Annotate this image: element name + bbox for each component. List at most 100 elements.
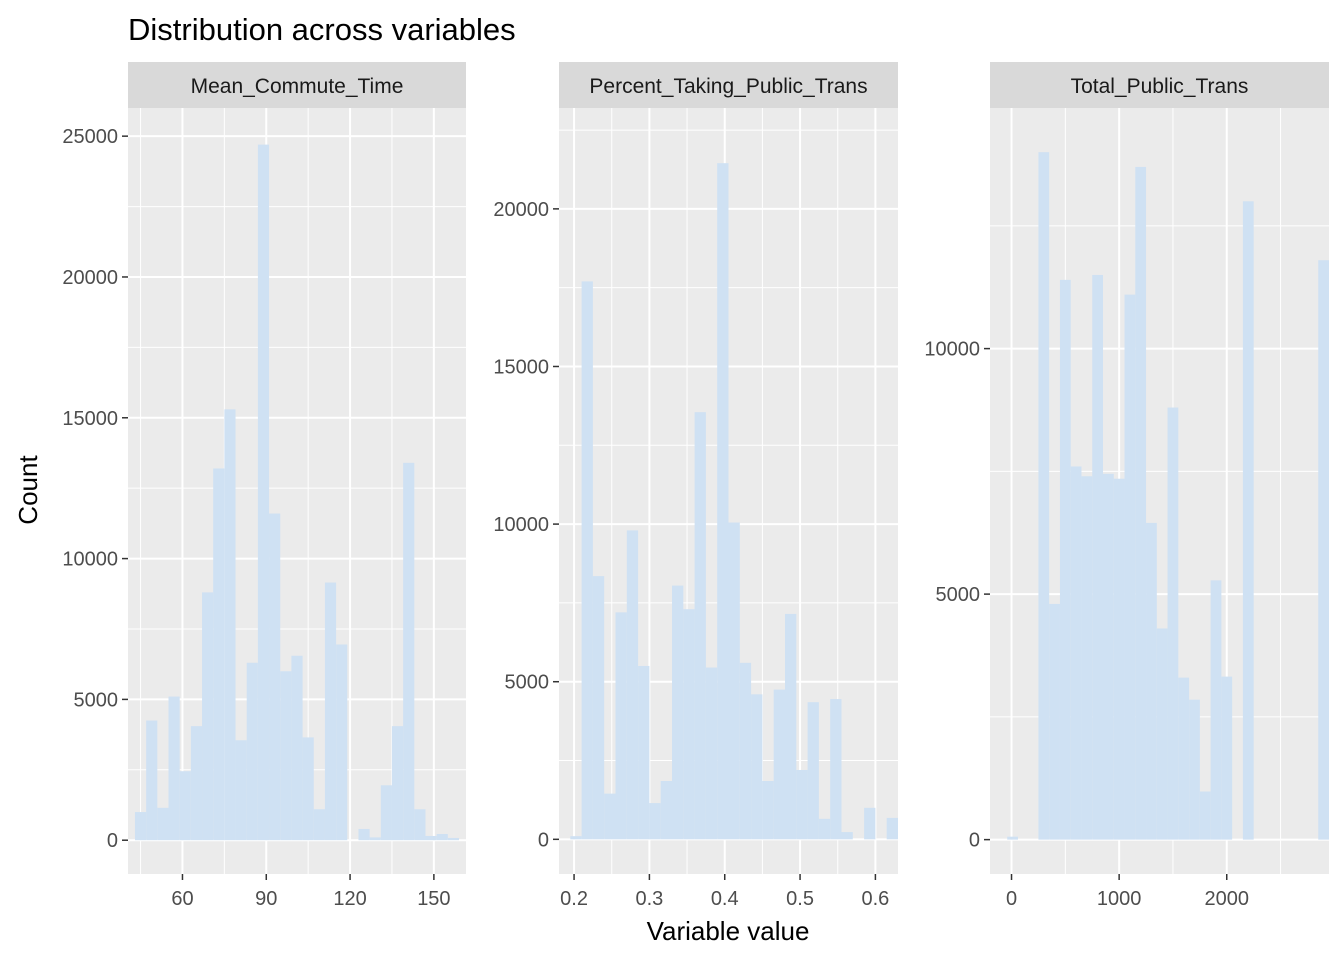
histogram-bar	[358, 828, 370, 841]
y-tick-label: 20000	[493, 199, 549, 221]
histogram-bar	[1049, 603, 1060, 840]
histogram-bar	[796, 769, 808, 840]
histogram-bar	[391, 726, 404, 841]
y-tick-label: 10000	[924, 339, 980, 361]
histogram-bar	[134, 812, 147, 841]
histogram-bar	[380, 785, 392, 841]
y-tick-label: 20000	[62, 267, 118, 289]
histogram-bar	[1103, 473, 1114, 840]
histogram-bar	[425, 835, 437, 841]
facet-panel: Mean_Commute_Time 0 5000 10000 15000 20000 250…	[62, 62, 466, 910]
y-tick-label: 25000	[62, 126, 118, 148]
histogram-bar	[807, 702, 819, 840]
histogram-bar	[280, 671, 292, 841]
histogram-bar	[886, 817, 898, 840]
histogram-bar	[179, 771, 191, 841]
histogram-bar	[157, 807, 169, 841]
histogram-bar	[785, 613, 797, 840]
y-tick-label: 0	[538, 829, 549, 851]
histogram-bar	[1242, 201, 1254, 840]
histogram-bar	[694, 412, 706, 840]
facet-panel: Total_Public_Trans 0 5000 10000 0 1000 2000	[924, 62, 1329, 910]
histogram-bar	[604, 793, 616, 840]
histogram-bar	[672, 585, 684, 840]
histogram-bar	[1210, 580, 1222, 840]
facet-panels: Mean_Commute_Time05000100001500020000250…	[62, 62, 1329, 910]
histogram-bar	[570, 836, 582, 840]
x-tick-label: 150	[417, 888, 450, 910]
histogram-bar	[146, 720, 158, 841]
histogram-bar	[403, 462, 415, 841]
facet-strip-label: Mean_Commute_Time	[191, 75, 404, 98]
histogram-bar	[1059, 279, 1071, 840]
histogram-bar	[1124, 294, 1136, 840]
histogram-bar	[1146, 522, 1157, 840]
x-tick-label: 90	[255, 888, 277, 910]
histogram-bar	[1081, 476, 1093, 840]
histogram-bar	[269, 513, 281, 841]
y-tick-label: 10000	[493, 514, 549, 536]
histogram-bar	[1135, 166, 1147, 840]
histogram-bar	[313, 809, 325, 841]
histogram-bar	[1221, 676, 1233, 840]
histogram-bar	[841, 832, 853, 840]
histogram-bar	[1007, 836, 1018, 840]
facet-panel: Percent_Taking_Public_Trans 0 5000 10000 150…	[493, 62, 898, 910]
histogram-bar	[626, 530, 639, 840]
histogram-bar	[830, 699, 842, 840]
x-tick-label: 1000	[1097, 888, 1142, 910]
y-tick-label: 0	[969, 830, 980, 852]
x-tick-label: 0.5	[786, 888, 814, 910]
histogram-bar	[592, 576, 605, 840]
facet-strip	[990, 62, 1329, 108]
histogram-bar	[773, 689, 785, 840]
x-tick-label: 0.2	[560, 888, 588, 910]
histogram-bar	[246, 662, 258, 841]
histogram-bar	[638, 665, 650, 840]
histogram-bar	[762, 781, 774, 840]
y-tick-label: 5000	[74, 689, 119, 711]
y-tick-label: 0	[107, 830, 118, 852]
histogram-bar	[728, 522, 740, 840]
histogram-bar	[1318, 260, 1329, 840]
x-tick-label: 60	[171, 888, 193, 910]
x-tick-label: 0.3	[635, 888, 663, 910]
x-axis-title: Variable value	[647, 916, 810, 946]
histogram-bar	[447, 837, 460, 841]
y-tick-label: 5000	[936, 584, 981, 606]
x-tick-label: 0.6	[861, 888, 889, 910]
y-tick-label: 10000	[62, 549, 118, 571]
facet-strip-label: Percent_Taking_Public_Trans	[589, 75, 867, 98]
histogram-bar	[168, 696, 180, 841]
y-tick-label: 15000	[493, 356, 549, 378]
histogram-bar	[202, 592, 214, 841]
histogram-bar	[649, 803, 661, 840]
y-tick-label: 15000	[62, 408, 118, 430]
histogram-bar	[369, 837, 381, 841]
x-tick-label: 2000	[1205, 888, 1250, 910]
histogram-bar	[336, 644, 348, 841]
histogram-bar	[1189, 699, 1200, 840]
histogram-bar	[224, 409, 236, 841]
histogram-bar	[864, 807, 876, 840]
histogram-bar	[615, 612, 627, 840]
histogram-bar	[581, 281, 593, 840]
chart-title: Distribution across variables	[128, 12, 516, 47]
histogram-bar	[302, 737, 314, 841]
histogram-bar	[1113, 478, 1125, 840]
histogram-bar	[717, 163, 729, 840]
histogram-bar	[1156, 628, 1168, 840]
histogram-bar	[324, 582, 337, 841]
histogram-bar	[1167, 407, 1179, 840]
histogram-bar	[1092, 274, 1103, 840]
histogram-bar	[436, 834, 448, 841]
x-tick-label: 120	[333, 888, 366, 910]
facet-strip	[559, 62, 898, 108]
histogram-bar	[1178, 677, 1190, 840]
histogram-bar	[190, 726, 203, 841]
histogram-bar	[213, 468, 225, 841]
histogram-bar	[660, 781, 672, 840]
histogram-bar	[705, 667, 718, 840]
histogram-bar	[1199, 791, 1211, 840]
